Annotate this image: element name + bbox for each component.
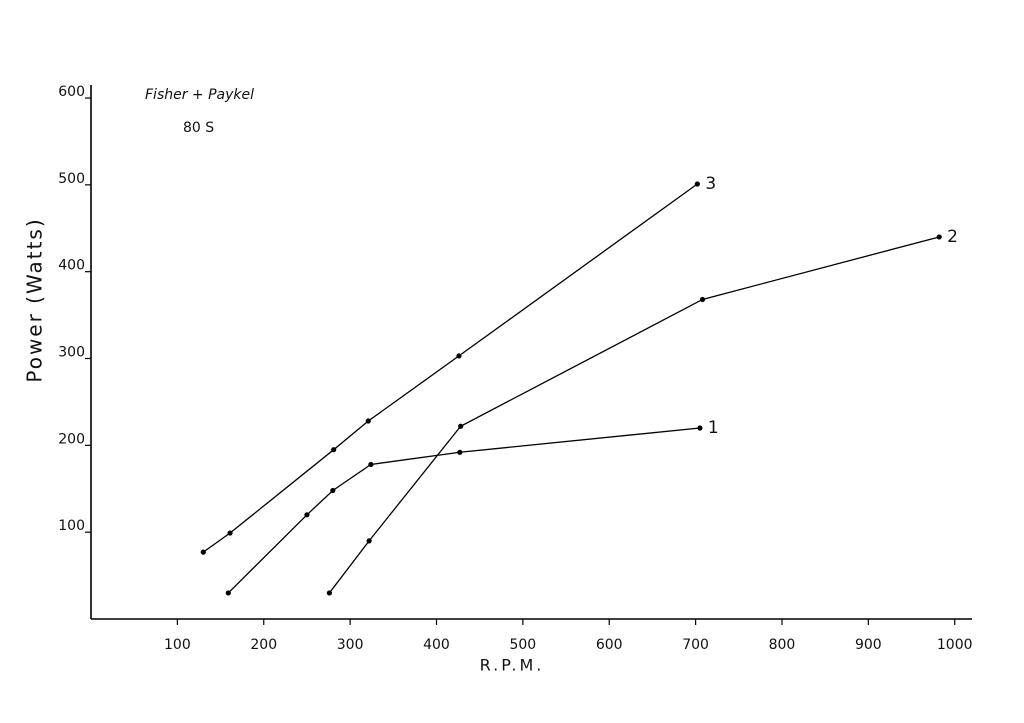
x-tick-label: 600 bbox=[596, 637, 623, 653]
series-label: 2 bbox=[947, 227, 958, 247]
chart-subtitle: 80 S bbox=[183, 120, 214, 136]
point bbox=[304, 512, 310, 518]
x-tick-label: 800 bbox=[769, 637, 796, 653]
series-line bbox=[328, 236, 940, 594]
y-tick-label: 100 bbox=[58, 518, 85, 534]
point bbox=[326, 590, 332, 596]
chart-title: Fisher + Paykel bbox=[145, 87, 254, 103]
series-line bbox=[202, 183, 698, 553]
point bbox=[457, 449, 463, 455]
point bbox=[694, 181, 700, 187]
point bbox=[331, 447, 337, 453]
point bbox=[456, 353, 462, 359]
point bbox=[200, 549, 206, 555]
series-label: 3 bbox=[705, 174, 716, 194]
x-tick-label: 1000 bbox=[937, 637, 973, 653]
point bbox=[697, 425, 703, 431]
point bbox=[458, 423, 464, 429]
series-label: 1 bbox=[708, 418, 719, 438]
y-tick-label: 600 bbox=[58, 84, 85, 100]
point bbox=[936, 234, 942, 240]
y-axis-label: Power (Watts) bbox=[23, 217, 47, 382]
point bbox=[368, 461, 374, 468]
x-tick-label: 300 bbox=[337, 637, 364, 653]
y-tick-label: 500 bbox=[58, 171, 85, 187]
x-tick-label: 700 bbox=[682, 637, 709, 653]
y-tick-label: 300 bbox=[58, 345, 85, 361]
point bbox=[227, 530, 233, 536]
point bbox=[366, 538, 372, 544]
point bbox=[330, 487, 336, 494]
point bbox=[699, 296, 706, 303]
point bbox=[225, 590, 231, 596]
x-axis-label: R.P.M. bbox=[480, 656, 545, 675]
x-tick-label: 100 bbox=[164, 637, 191, 653]
x-tick-label: 900 bbox=[855, 637, 882, 653]
x-tick-label: 400 bbox=[423, 637, 450, 653]
point bbox=[365, 418, 371, 424]
y-tick-label: 400 bbox=[58, 258, 85, 274]
x-tick-label: 500 bbox=[509, 637, 536, 653]
x-tick-label: 200 bbox=[250, 637, 277, 653]
series-line bbox=[227, 427, 700, 594]
y-tick-label: 200 bbox=[58, 431, 85, 447]
